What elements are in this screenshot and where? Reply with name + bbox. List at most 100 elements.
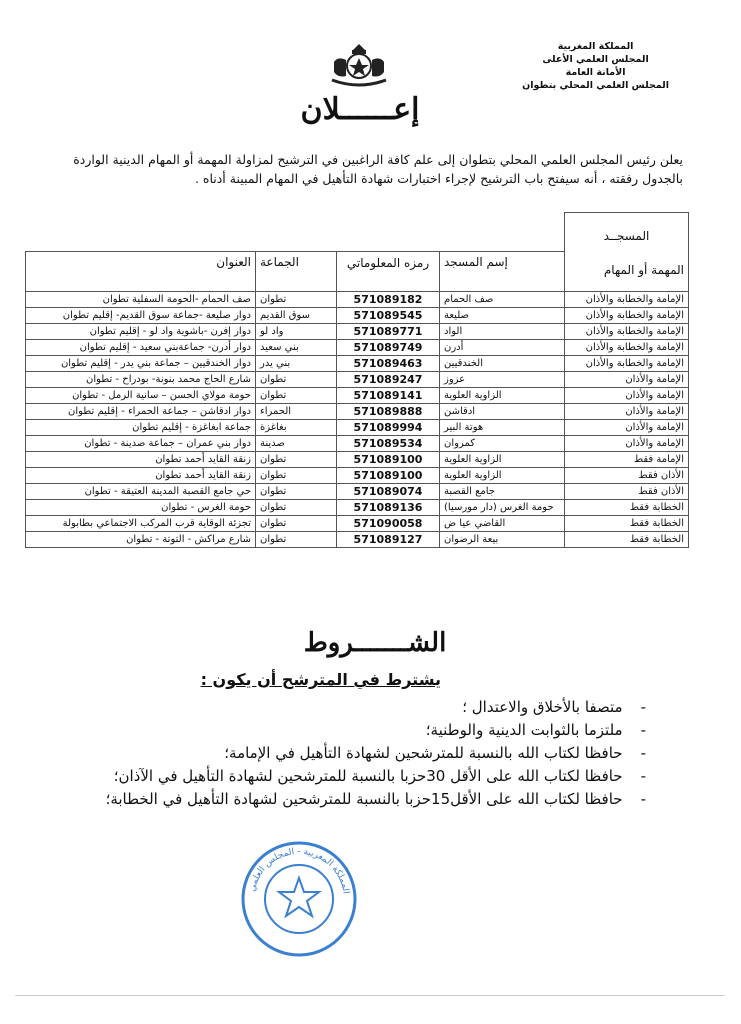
condition-item: حافظا لكتاب الله على الأقل15حزبا بالنسبة… bbox=[106, 788, 646, 811]
mosque-positions-table: المسجــد المهمة أو المهام إسم المسجد رمز… bbox=[25, 212, 689, 548]
table-row: الإمامة والخطابة والأذان الواد 571089771 وا… bbox=[25, 322, 689, 340]
task-cell: الأذان فقط bbox=[564, 482, 689, 500]
mosque-name-cell: كمروان bbox=[439, 434, 565, 452]
code-cell: 571089545 bbox=[336, 306, 440, 324]
table-row: الإمامة والأذان ادقاشن 571089888 الحمراء دوا… bbox=[25, 402, 689, 420]
address-cell: جماعة ابغاغزة - إقليم تطوان bbox=[25, 418, 256, 436]
address-cell: دوار إفرن -باشوية واد لو - إقليم تطوان bbox=[25, 322, 256, 340]
code-cell: 571089247 bbox=[336, 370, 440, 388]
task-cell: الإمامة والأذان bbox=[564, 434, 689, 452]
task-cell: الإمامة والأذان bbox=[564, 418, 689, 436]
mosque-name-cell: عزوز bbox=[439, 370, 565, 388]
announcement-intro: يعلن رئيس المجلس العلمي المحلي بتطوان إل… bbox=[73, 152, 683, 186]
address-cell: زنقة القايد أحمد تطوان bbox=[25, 450, 256, 468]
address-cell: دوار أدرن- جماعةبني سعيد - إقليم تطوان bbox=[25, 338, 256, 356]
commune-cell: تطوان bbox=[255, 514, 337, 532]
page-divider bbox=[15, 995, 725, 996]
header-code: رمزه المعلوماتي bbox=[336, 250, 440, 292]
table-row: الإمامة فقط الزاوية العلوية 571089100 تطوان… bbox=[25, 450, 689, 468]
table-row: الإمامة والأذان كمروان 571089534 صدينة دوار … bbox=[25, 434, 689, 452]
address-cell: حومة الغرس - تطوان bbox=[25, 498, 256, 516]
task-cell: الإمامة والخطابة والأذان bbox=[564, 306, 689, 324]
mosque-name-cell: ادقاشن bbox=[439, 402, 565, 420]
table-row: الإمامة والأذان الزاوية العلوية 571089141 ت… bbox=[25, 386, 689, 404]
task-cell: الأذان فقط bbox=[564, 466, 689, 484]
mosque-name-cell: الزاوية العلوية bbox=[439, 450, 565, 468]
commune-cell: واد لو bbox=[255, 322, 337, 340]
header-spacer bbox=[25, 212, 565, 252]
mosque-name-cell: صف الحمام bbox=[439, 290, 565, 308]
address-cell: شارع الحاج محمد بنونة- بودراح - تطوان bbox=[25, 370, 256, 388]
address-cell: حومة مولاي الحسن – سانية الرمل - تطوان bbox=[25, 386, 256, 404]
address-cell: تجزئة الوقاية قرب المركب الاجتماعي بطابو… bbox=[25, 514, 256, 532]
table-row: الأذان فقط الزاوية العلوية 571089100 تطوان ز… bbox=[25, 466, 689, 484]
table-row: الأذان فقط جامع القصبة 571089074 تطوان حي جا… bbox=[25, 482, 689, 500]
mosque-name-cell: القاضي عيا ض bbox=[439, 514, 565, 532]
task-cell: الإمامة والأذان bbox=[564, 370, 689, 388]
condition-item: متصفا بالأخلاق والاعتدال ؛ bbox=[106, 696, 646, 719]
code-cell: 571089182 bbox=[336, 290, 440, 308]
mosque-name-cell: أدرن bbox=[439, 338, 565, 356]
header-address: العنوان bbox=[25, 250, 256, 292]
address-cell: حي جامع القصبة المدينة العتيقة - تطوان bbox=[25, 482, 256, 500]
conditions-title: الشـــــــروط bbox=[303, 628, 447, 658]
header-task: المهمة أو المهام bbox=[603, 263, 684, 278]
code-cell: 571089771 bbox=[336, 322, 440, 340]
table-row: الخطابة فقط حومة الغرس (دار مورسيا) 571089… bbox=[25, 498, 689, 516]
code-cell: 571089749 bbox=[336, 338, 440, 356]
commune-cell: الحمراء bbox=[255, 402, 337, 420]
task-cell: الخطابة فقط bbox=[564, 498, 689, 516]
address-cell: صف الحمام -الحومة السفلية تطوان bbox=[25, 290, 256, 308]
table-row: الخطابة فقط القاضي عيا ض 571090058 تطوان تجز… bbox=[25, 514, 689, 532]
commune-cell: تطوان bbox=[255, 450, 337, 468]
code-cell: 571089074 bbox=[336, 482, 440, 500]
table-row: الإمامة والخطابة والأذان أدرن 571089749 بني… bbox=[25, 338, 689, 356]
table-row: الإمامة والأذان هوتة البير 571089994 بغاغزة… bbox=[25, 418, 689, 436]
code-cell: 571089534 bbox=[336, 434, 440, 452]
code-cell: 571089136 bbox=[336, 498, 440, 516]
header-mosque: المسجــد bbox=[603, 229, 650, 244]
table-row: الخطابة فقط بيعة الرضوان 571089127 تطوان شار… bbox=[25, 530, 689, 548]
task-cell: الخطابة فقط bbox=[564, 514, 689, 532]
commune-cell: تطوان bbox=[255, 498, 337, 516]
task-cell: الخطابة فقط bbox=[564, 530, 689, 548]
address-cell: دوار ادقاشن – جماعة الحمراء - إقليم تطوا… bbox=[25, 402, 256, 420]
condition-item: ملتزما بالثوابت الدينية والوطنية؛ bbox=[106, 719, 646, 742]
commune-cell: بني يدر bbox=[255, 354, 337, 372]
header-cell-task: المسجــد المهمة أو المهام bbox=[564, 212, 689, 292]
letterhead-line: المجلس العلمي المحلي بتطوان bbox=[522, 80, 669, 91]
commune-cell: سوق القديم bbox=[255, 306, 337, 324]
commune-cell: تطوان bbox=[255, 290, 337, 308]
letterhead-line: المملكة المغربية bbox=[557, 41, 634, 52]
commune-cell: تطوان bbox=[255, 482, 337, 500]
task-cell: الإمامة والخطابة والأذان bbox=[564, 338, 689, 356]
mosque-name-cell: جامع القصبة bbox=[439, 482, 565, 500]
mosque-name-cell: صليعة bbox=[439, 306, 565, 324]
condition-item: حافظا لكتاب الله على الأقل 30حزبا بالنسب… bbox=[106, 765, 646, 788]
task-cell: الإمامة والخطابة والأذان bbox=[564, 290, 689, 308]
mosque-name-cell: الزاوية العلوية bbox=[439, 386, 565, 404]
conditions-list: متصفا بالأخلاق والاعتدال ؛ ملتزما بالثوا… bbox=[106, 696, 646, 811]
address-cell: زنقة القايد أحمد تطوان bbox=[25, 466, 256, 484]
table-row: الإمامة والخطابة والأذان صليعة 571089545 سو… bbox=[25, 306, 689, 324]
code-cell: 571089141 bbox=[336, 386, 440, 404]
commune-cell: بغاغزة bbox=[255, 418, 337, 436]
letterhead-line: الأمانة العامة bbox=[565, 67, 626, 78]
code-cell: 571089127 bbox=[336, 530, 440, 548]
commune-cell: تطوان bbox=[255, 370, 337, 388]
coat-of-arms-emblem bbox=[331, 44, 387, 87]
table-row: الإمامة والأذان عزوز 571089247 تطوان شارع ال… bbox=[25, 370, 689, 388]
header-commune: الجماعة bbox=[255, 250, 337, 292]
commune-cell: تطوان bbox=[255, 466, 337, 484]
condition-item: حافظا لكتاب الله بالنسبة للمترشحين لشهاد… bbox=[106, 742, 646, 765]
mosque-name-cell: الواد bbox=[439, 322, 565, 340]
task-cell: الإمامة والخطابة والأذان bbox=[564, 322, 689, 340]
address-cell: شارع مراكش - التوتة - تطوان bbox=[25, 530, 256, 548]
code-cell: 571089888 bbox=[336, 402, 440, 420]
code-cell: 571089100 bbox=[336, 466, 440, 484]
page-title: إعــــــلان bbox=[300, 92, 420, 127]
address-cell: دوار الخندقيين – جماعة بني يدر - إقليم ت… bbox=[25, 354, 256, 372]
address-cell: دوار بني عمران – جماعة صدينة - تطوان bbox=[25, 434, 256, 452]
conditions-subtitle: يشترط في المترشح أن يكون : bbox=[200, 670, 441, 689]
commune-cell: صدينة bbox=[255, 434, 337, 452]
